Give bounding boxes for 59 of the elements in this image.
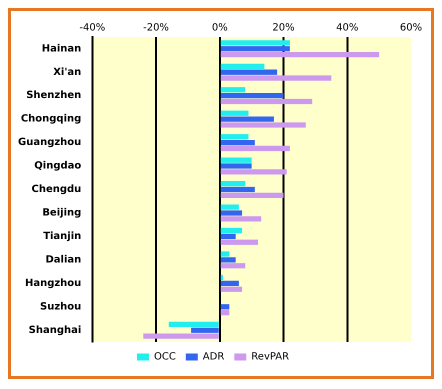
bar xyxy=(220,251,230,257)
bar xyxy=(143,333,219,339)
bar xyxy=(220,304,230,310)
y-tick-label: Xi'an xyxy=(53,66,82,78)
bar xyxy=(220,75,332,81)
bar xyxy=(220,116,274,122)
bar xyxy=(220,216,262,222)
x-tick-label: 40% xyxy=(336,22,358,34)
bar xyxy=(220,146,290,152)
bar xyxy=(220,234,236,240)
bar xyxy=(220,210,242,216)
bar xyxy=(220,140,255,146)
bar xyxy=(220,169,287,175)
bar xyxy=(168,322,219,328)
bar xyxy=(220,70,278,75)
bar xyxy=(220,40,290,46)
y-tick-label: Guangzhou xyxy=(18,137,82,148)
bar xyxy=(220,186,255,192)
x-tick-label: 0% xyxy=(212,22,228,34)
y-tick-label: Dalian xyxy=(46,254,82,266)
x-tick-label: 20% xyxy=(272,22,295,34)
x-tick-label: 60% xyxy=(400,22,422,34)
bar xyxy=(220,204,239,210)
bar xyxy=(220,93,284,98)
bar xyxy=(220,310,230,316)
bar xyxy=(220,87,246,92)
bar xyxy=(220,240,258,245)
y-tick-label: Shanghai xyxy=(28,324,82,336)
y-tick-label: Beijing xyxy=(42,208,82,219)
x-tick-label: -20% xyxy=(143,22,169,34)
legend-label: RevPAR xyxy=(251,352,290,363)
legend-label: ADR xyxy=(202,352,224,363)
y-tick-label: Suzhou xyxy=(40,301,82,312)
y-tick-label: Hangzhou xyxy=(24,278,82,289)
bar xyxy=(220,263,246,268)
bar xyxy=(220,52,380,58)
y-tick-label: Chongqing xyxy=(20,114,82,125)
bar xyxy=(220,163,252,169)
bar xyxy=(220,280,239,286)
bar xyxy=(220,228,242,234)
bar xyxy=(220,122,306,128)
y-tick-label: Tianjin xyxy=(43,231,82,242)
bar xyxy=(220,98,312,104)
bar xyxy=(220,64,264,69)
y-tick-label: Chengdu xyxy=(31,184,82,196)
bar xyxy=(220,286,242,292)
y-tick-label: Hainan xyxy=(42,43,82,54)
legend-label: OCC xyxy=(154,352,176,363)
bar xyxy=(220,192,284,198)
y-tick-label: Qingdao xyxy=(34,160,82,172)
bar xyxy=(220,180,246,186)
y-tick-label: Shenzhen xyxy=(26,90,82,102)
bar xyxy=(220,110,248,116)
bar xyxy=(220,158,252,163)
bar xyxy=(220,134,248,140)
bar xyxy=(220,257,236,263)
bar xyxy=(191,328,219,333)
x-tick-label: -40% xyxy=(79,22,106,34)
bar xyxy=(220,46,290,52)
